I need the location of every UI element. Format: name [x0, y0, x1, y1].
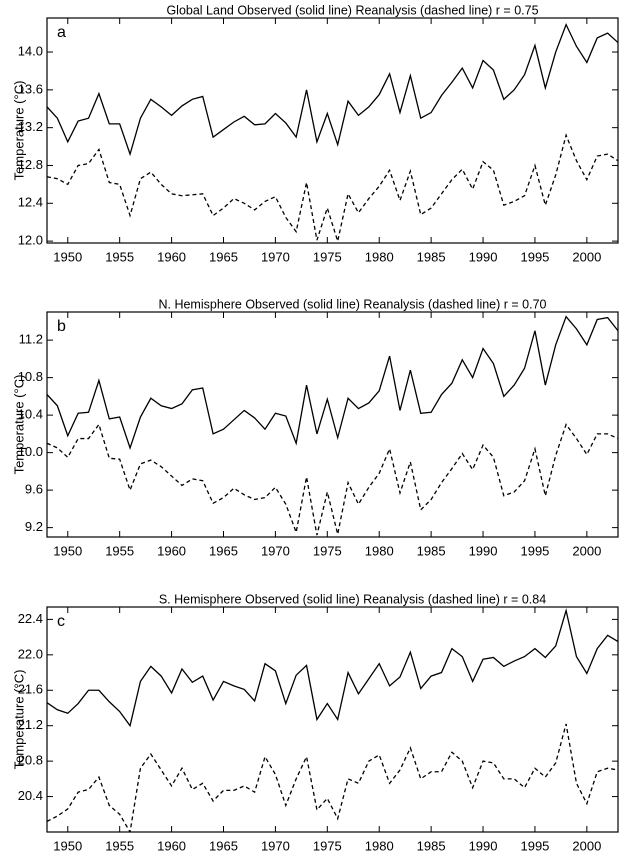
- panel-letter: b: [57, 318, 66, 335]
- y-tick-label: 9.6: [25, 482, 43, 497]
- y-tick-label: 13.2: [18, 119, 43, 134]
- x-tick-label: 1995: [520, 249, 549, 264]
- y-tick-label: 21.6: [18, 682, 43, 697]
- x-tick-label: 1990: [469, 249, 498, 264]
- plot-frame: [46, 17, 619, 244]
- y-tick-label: 12.0: [18, 233, 43, 248]
- y-tick-label: 14.0: [18, 43, 43, 58]
- observed-line: [47, 315, 618, 450]
- y-tick-label: 20.4: [18, 788, 43, 803]
- panel-title: S. Hemisphere Observed (solid line) Rean…: [159, 592, 546, 606]
- y-axis-label: Temperature (°C): [11, 670, 26, 770]
- panel-title: N. Hemisphere Observed (solid line) Rean…: [158, 297, 546, 311]
- x-tick-label: 1955: [105, 543, 134, 558]
- y-tick-label: 10.4: [18, 407, 43, 422]
- reanalysis-line: [47, 423, 618, 536]
- x-tick-label: 1975: [313, 249, 342, 264]
- y-tick-label: 9.2: [25, 519, 43, 534]
- y-tick-label: 10.8: [18, 369, 43, 384]
- y-axis-label: Temperature (°C): [11, 375, 26, 475]
- panel-title: Global Land Observed (solid line) Reanal…: [166, 3, 538, 17]
- x-tick-label: 1960: [157, 543, 186, 558]
- plot-frame: [46, 606, 619, 833]
- y-tick-label: 21.2: [18, 717, 43, 732]
- x-tick-label: 1970: [261, 543, 290, 558]
- y-tick-label: 10.0: [18, 444, 43, 459]
- y-tick-label: 22.0: [18, 646, 43, 661]
- y-tick-label: 13.6: [18, 81, 43, 96]
- x-tick-label: 1995: [520, 543, 549, 558]
- x-tick-label: 1990: [469, 543, 498, 558]
- x-tick-label: 1955: [105, 249, 134, 264]
- observed-line: [47, 607, 618, 728]
- x-tick-label: 1975: [313, 543, 342, 558]
- x-tick-label: 1965: [209, 543, 238, 558]
- x-tick-label: 1965: [209, 838, 238, 853]
- x-tick-label: 2000: [572, 838, 601, 853]
- x-tick-label: 1985: [417, 249, 446, 264]
- observed-line: [47, 22, 618, 157]
- x-tick-label: 1980: [365, 543, 394, 558]
- panel-letter: c: [57, 613, 65, 630]
- x-tick-label: 1975: [313, 838, 342, 853]
- y-axis-label: Temperature (°C): [11, 81, 26, 181]
- plot-frame: [46, 311, 619, 538]
- x-tick-label: 1985: [417, 543, 446, 558]
- x-tick-label: 2000: [572, 543, 601, 558]
- x-tick-label: 1955: [105, 838, 134, 853]
- x-tick-label: 1950: [53, 543, 82, 558]
- x-tick-label: 1990: [469, 838, 498, 853]
- y-tick-label: 12.8: [18, 157, 43, 172]
- x-tick-label: 1965: [209, 249, 238, 264]
- reanalysis-line: [47, 133, 618, 243]
- x-tick-label: 1960: [157, 838, 186, 853]
- x-tick-label: 1960: [157, 249, 186, 264]
- reanalysis-line: [47, 723, 618, 832]
- x-tick-label: 1995: [520, 838, 549, 853]
- x-tick-label: 1980: [365, 249, 394, 264]
- x-tick-label: 2000: [572, 249, 601, 264]
- y-tick-label: 22.4: [18, 611, 43, 626]
- y-tick-label: 20.8: [18, 753, 43, 768]
- x-tick-label: 1970: [261, 249, 290, 264]
- x-tick-label: 1950: [53, 838, 82, 853]
- x-tick-label: 1970: [261, 838, 290, 853]
- y-tick-label: 12.4: [18, 195, 43, 210]
- x-tick-label: 1985: [417, 838, 446, 853]
- panel-letter: a: [57, 24, 66, 41]
- y-tick-label: 11.2: [19, 332, 43, 347]
- x-tick-label: 1980: [365, 838, 394, 853]
- x-tick-label: 1950: [53, 249, 82, 264]
